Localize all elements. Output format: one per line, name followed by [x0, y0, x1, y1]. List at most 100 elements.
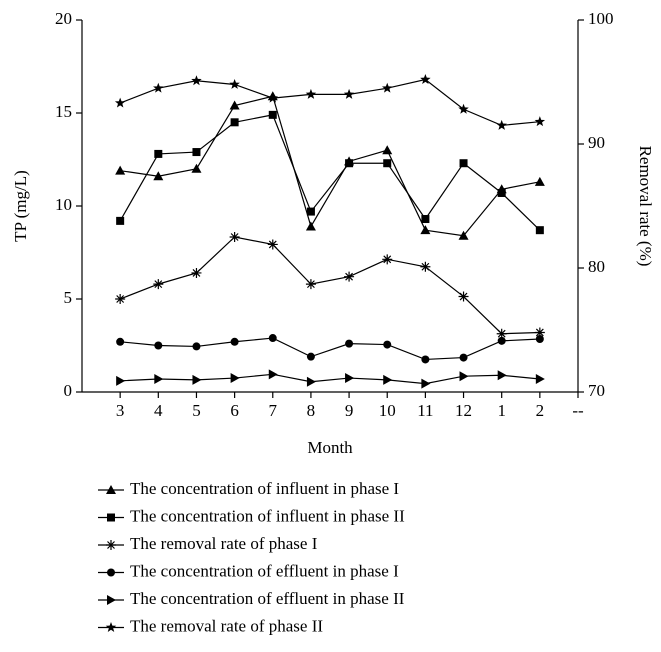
x-tick-label: 4 — [154, 401, 163, 420]
data-point — [420, 225, 431, 235]
x-tick-label: 11 — [417, 401, 433, 420]
data-point — [534, 116, 546, 127]
data-point — [344, 271, 355, 282]
data-point — [458, 103, 469, 114]
data-point — [154, 373, 164, 384]
legend-marker — [107, 595, 116, 605]
y-tick-label: 5 — [64, 288, 73, 307]
legend-marker — [107, 568, 115, 577]
series-line — [119, 114, 541, 231]
data-point — [345, 339, 354, 348]
data-point — [115, 165, 126, 175]
data-point — [458, 230, 469, 240]
data-point — [381, 82, 393, 93]
data-point — [459, 353, 468, 362]
y2-tick-label: 70 — [588, 381, 605, 400]
x-tick-label: 7 — [269, 401, 278, 420]
legend-label: The removal rate of phase I — [130, 534, 318, 553]
data-point — [535, 334, 544, 343]
y2-tick-label: 80 — [588, 257, 605, 276]
data-point — [153, 279, 164, 290]
x-tick-label: -- — [572, 401, 584, 420]
y2-axis-label: Removal rate (%) — [636, 146, 655, 267]
data-point — [153, 82, 164, 93]
data-point — [268, 110, 277, 119]
data-point — [268, 334, 277, 343]
data-point — [305, 221, 316, 231]
data-point — [383, 374, 393, 385]
series-line — [119, 78, 540, 127]
x-tick-label: 9 — [345, 401, 354, 420]
data-point — [230, 337, 239, 346]
data-point — [230, 373, 240, 384]
data-point — [192, 342, 201, 351]
legend-marker — [106, 540, 116, 550]
legend-label: The removal rate of phase II — [130, 616, 323, 635]
data-point — [458, 291, 469, 302]
legend-label: The concentration of effluent in phase I… — [130, 589, 405, 608]
data-point — [343, 88, 355, 99]
data-point — [535, 373, 545, 384]
data-point — [420, 261, 431, 272]
data-point — [382, 254, 393, 265]
y-tick-label: 0 — [64, 381, 73, 400]
x-axis-label: Month — [307, 438, 353, 457]
y-tick-label: 10 — [55, 195, 72, 214]
data-point — [345, 373, 355, 384]
y2-tick-label: 100 — [588, 9, 614, 28]
series-line — [119, 236, 540, 335]
y-tick-label: 20 — [55, 9, 72, 28]
series-line — [120, 337, 540, 361]
data-point — [192, 374, 202, 385]
legend-marker — [105, 622, 117, 632]
data-point — [229, 100, 240, 110]
data-point — [191, 267, 202, 278]
data-point — [114, 97, 126, 108]
data-point — [421, 378, 431, 389]
data-point — [306, 376, 316, 387]
data-point — [383, 159, 392, 168]
data-point — [268, 369, 278, 380]
data-point — [115, 294, 126, 304]
data-point — [267, 92, 279, 103]
data-point — [496, 328, 507, 339]
x-tick-label: 5 — [192, 401, 201, 420]
x-tick-label: 2 — [536, 401, 545, 420]
data-point — [230, 118, 239, 127]
data-point — [535, 226, 544, 235]
data-point — [267, 239, 278, 250]
x-tick-label: 10 — [379, 401, 396, 420]
data-point — [382, 145, 393, 155]
data-point — [229, 232, 240, 242]
data-point — [420, 74, 431, 84]
data-point — [116, 375, 126, 386]
y2-tick-label: 90 — [588, 133, 605, 152]
legend-label: The concentration of effluent in phase I — [130, 561, 399, 580]
data-point — [306, 207, 315, 216]
x-tick-label: 1 — [497, 401, 506, 420]
data-point — [116, 337, 125, 346]
data-point — [459, 371, 469, 382]
data-point — [497, 370, 507, 381]
data-point — [459, 159, 468, 168]
series-line — [120, 95, 540, 237]
data-point — [229, 78, 240, 89]
data-point — [421, 355, 430, 364]
legend-marker — [107, 513, 115, 522]
data-point — [534, 327, 545, 338]
data-point — [421, 215, 430, 224]
data-point — [116, 216, 125, 225]
data-point — [345, 159, 354, 168]
data-point — [191, 75, 202, 86]
data-point — [496, 119, 507, 130]
legend-marker — [106, 485, 116, 494]
data-point — [154, 341, 163, 350]
data-point — [305, 279, 316, 290]
data-point — [153, 171, 164, 181]
legend-label: The concentration of influent in phase I — [130, 479, 399, 498]
data-point — [383, 340, 392, 349]
y-tick-label: 15 — [55, 102, 72, 121]
y-axis-label: TP (mg/L) — [11, 170, 30, 242]
